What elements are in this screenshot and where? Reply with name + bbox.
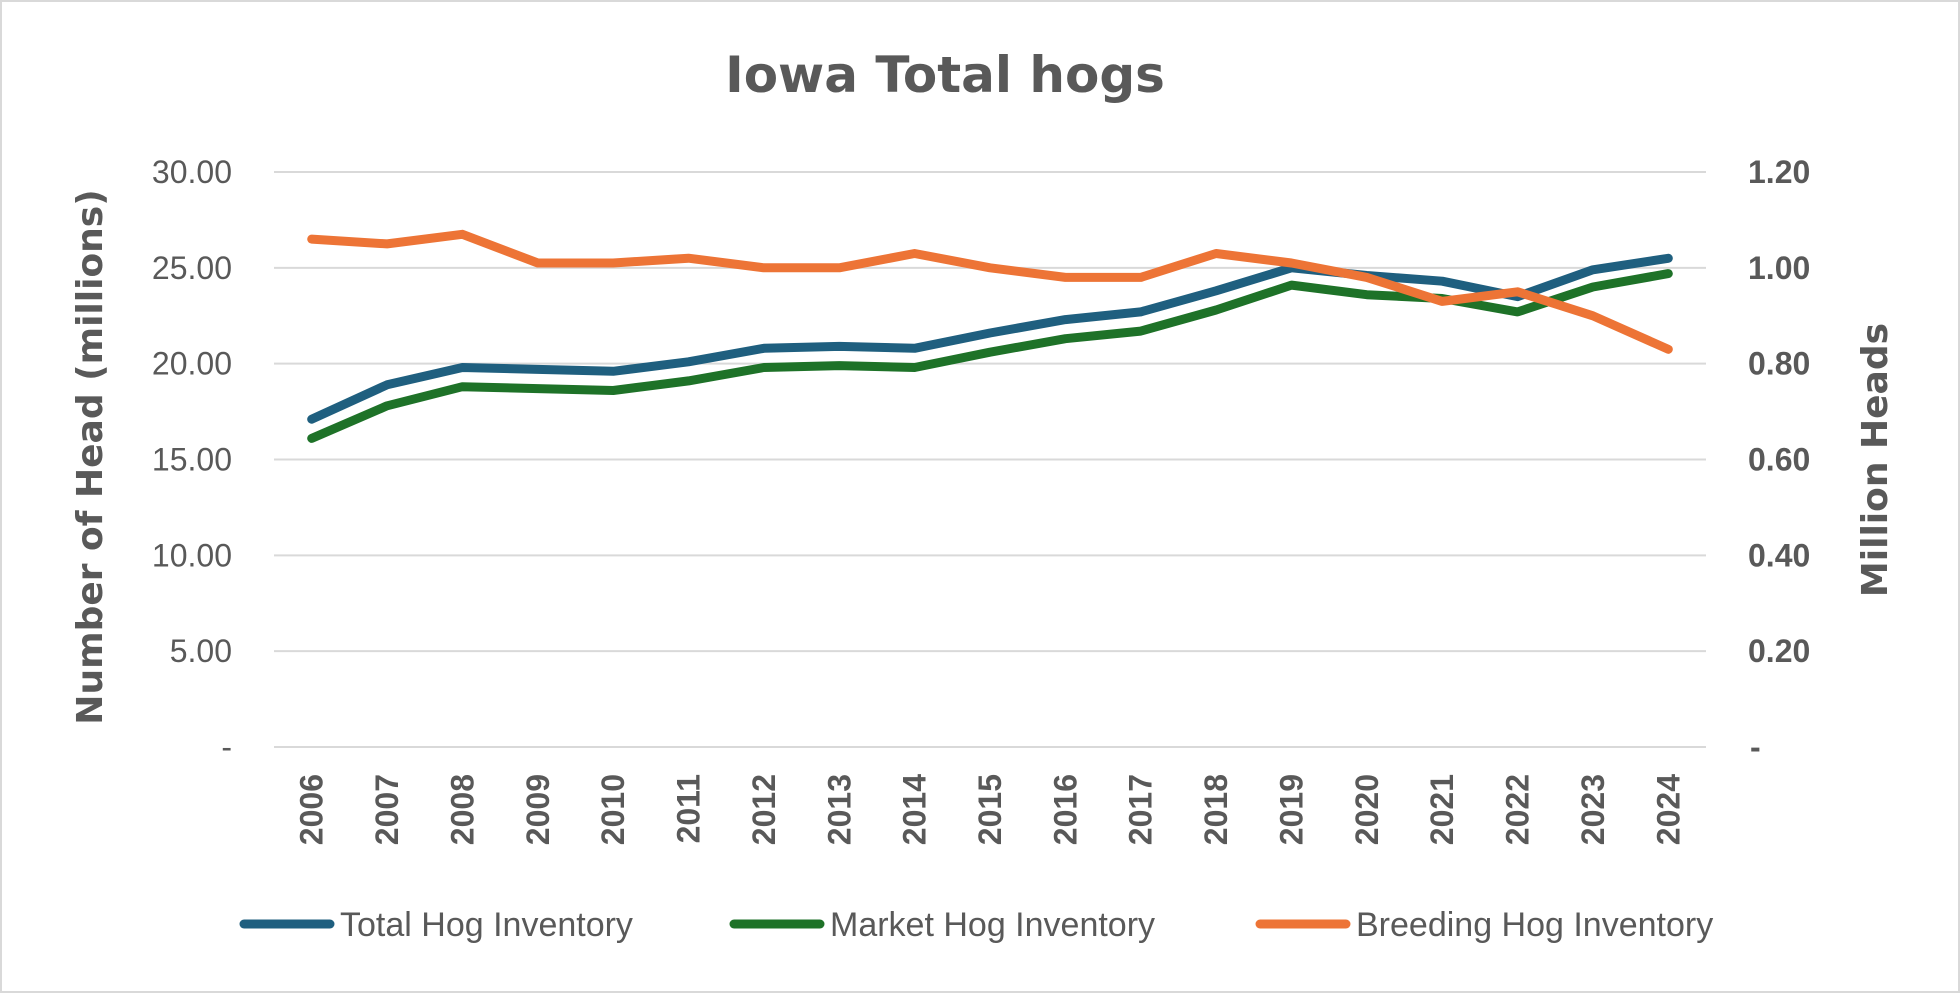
legend-label: Market Hog Inventory: [830, 906, 1155, 944]
legend: Total Hog Inventory Market Hog Inventory B…: [239, 906, 1713, 944]
legend-label: Total Hog Inventory: [340, 906, 633, 944]
left-tick-label: 10.00: [152, 537, 232, 573]
x-tick-label: 2016: [1047, 774, 1083, 845]
x-tick-label: 2022: [1500, 774, 1536, 845]
left-tick-label: 30.00: [152, 154, 232, 190]
x-tick-label: 2018: [1198, 774, 1234, 845]
left-axis-label: Number of Head (millions): [70, 189, 111, 724]
x-axis-ticks: 2006 2007 2008 2009 2010 2011 2012 2013 2014 2015…: [294, 774, 1687, 845]
right-tick-label: -: [1750, 729, 1761, 765]
x-tick-label: 2019: [1273, 774, 1309, 845]
x-tick-label: 2023: [1575, 774, 1611, 845]
chart-title: Iowa Total hogs: [725, 46, 1165, 104]
x-tick-label: 2013: [821, 774, 857, 845]
gridlines: [274, 171, 1706, 748]
left-tick-label: 15.00: [152, 442, 232, 478]
right-tick-label: 0.20: [1748, 633, 1810, 669]
x-tick-label: 2011: [671, 774, 707, 843]
x-tick-label: 2009: [520, 774, 556, 845]
x-tick-label: 2021: [1424, 774, 1460, 845]
x-tick-label: 2017: [1123, 774, 1159, 845]
right-tick-label: 1.20: [1748, 154, 1810, 190]
x-tick-label: 2007: [369, 774, 405, 845]
x-tick-label: 2020: [1349, 774, 1385, 845]
left-tick-label: 25.00: [152, 250, 232, 286]
x-tick-label: 2012: [746, 774, 782, 845]
right-axis-label: Million Heads: [1855, 323, 1896, 597]
series-line-total-hog-inventory: [307, 253, 1673, 424]
legend-label: Breeding Hog Inventory: [1356, 906, 1713, 944]
series-lines: [307, 229, 1673, 443]
left-tick-label: -: [221, 729, 232, 765]
x-tick-label: 2006: [294, 774, 330, 845]
left-tick-label: 5.00: [170, 633, 232, 669]
x-tick-label: 2024: [1650, 774, 1686, 845]
series-line-breeding-hog-inventory: [307, 229, 1673, 354]
right-tick-label: 0.40: [1748, 537, 1810, 573]
right-tick-label: 0.60: [1748, 442, 1810, 478]
x-tick-label: 2010: [595, 774, 631, 845]
x-tick-label: 2015: [972, 774, 1008, 845]
right-tick-label: 0.80: [1748, 346, 1810, 382]
right-axis-ticks: - 0.20 0.40 0.60 0.80 1.00 1.20: [1748, 154, 1810, 765]
x-tick-label: 2014: [897, 774, 933, 845]
x-tick-label: 2008: [444, 774, 480, 845]
right-tick-label: 1.00: [1748, 250, 1810, 286]
left-tick-label: 20.00: [152, 346, 232, 382]
left-axis-ticks: - 5.00 10.00 15.00 20.00 25.00 30.00: [152, 154, 232, 765]
